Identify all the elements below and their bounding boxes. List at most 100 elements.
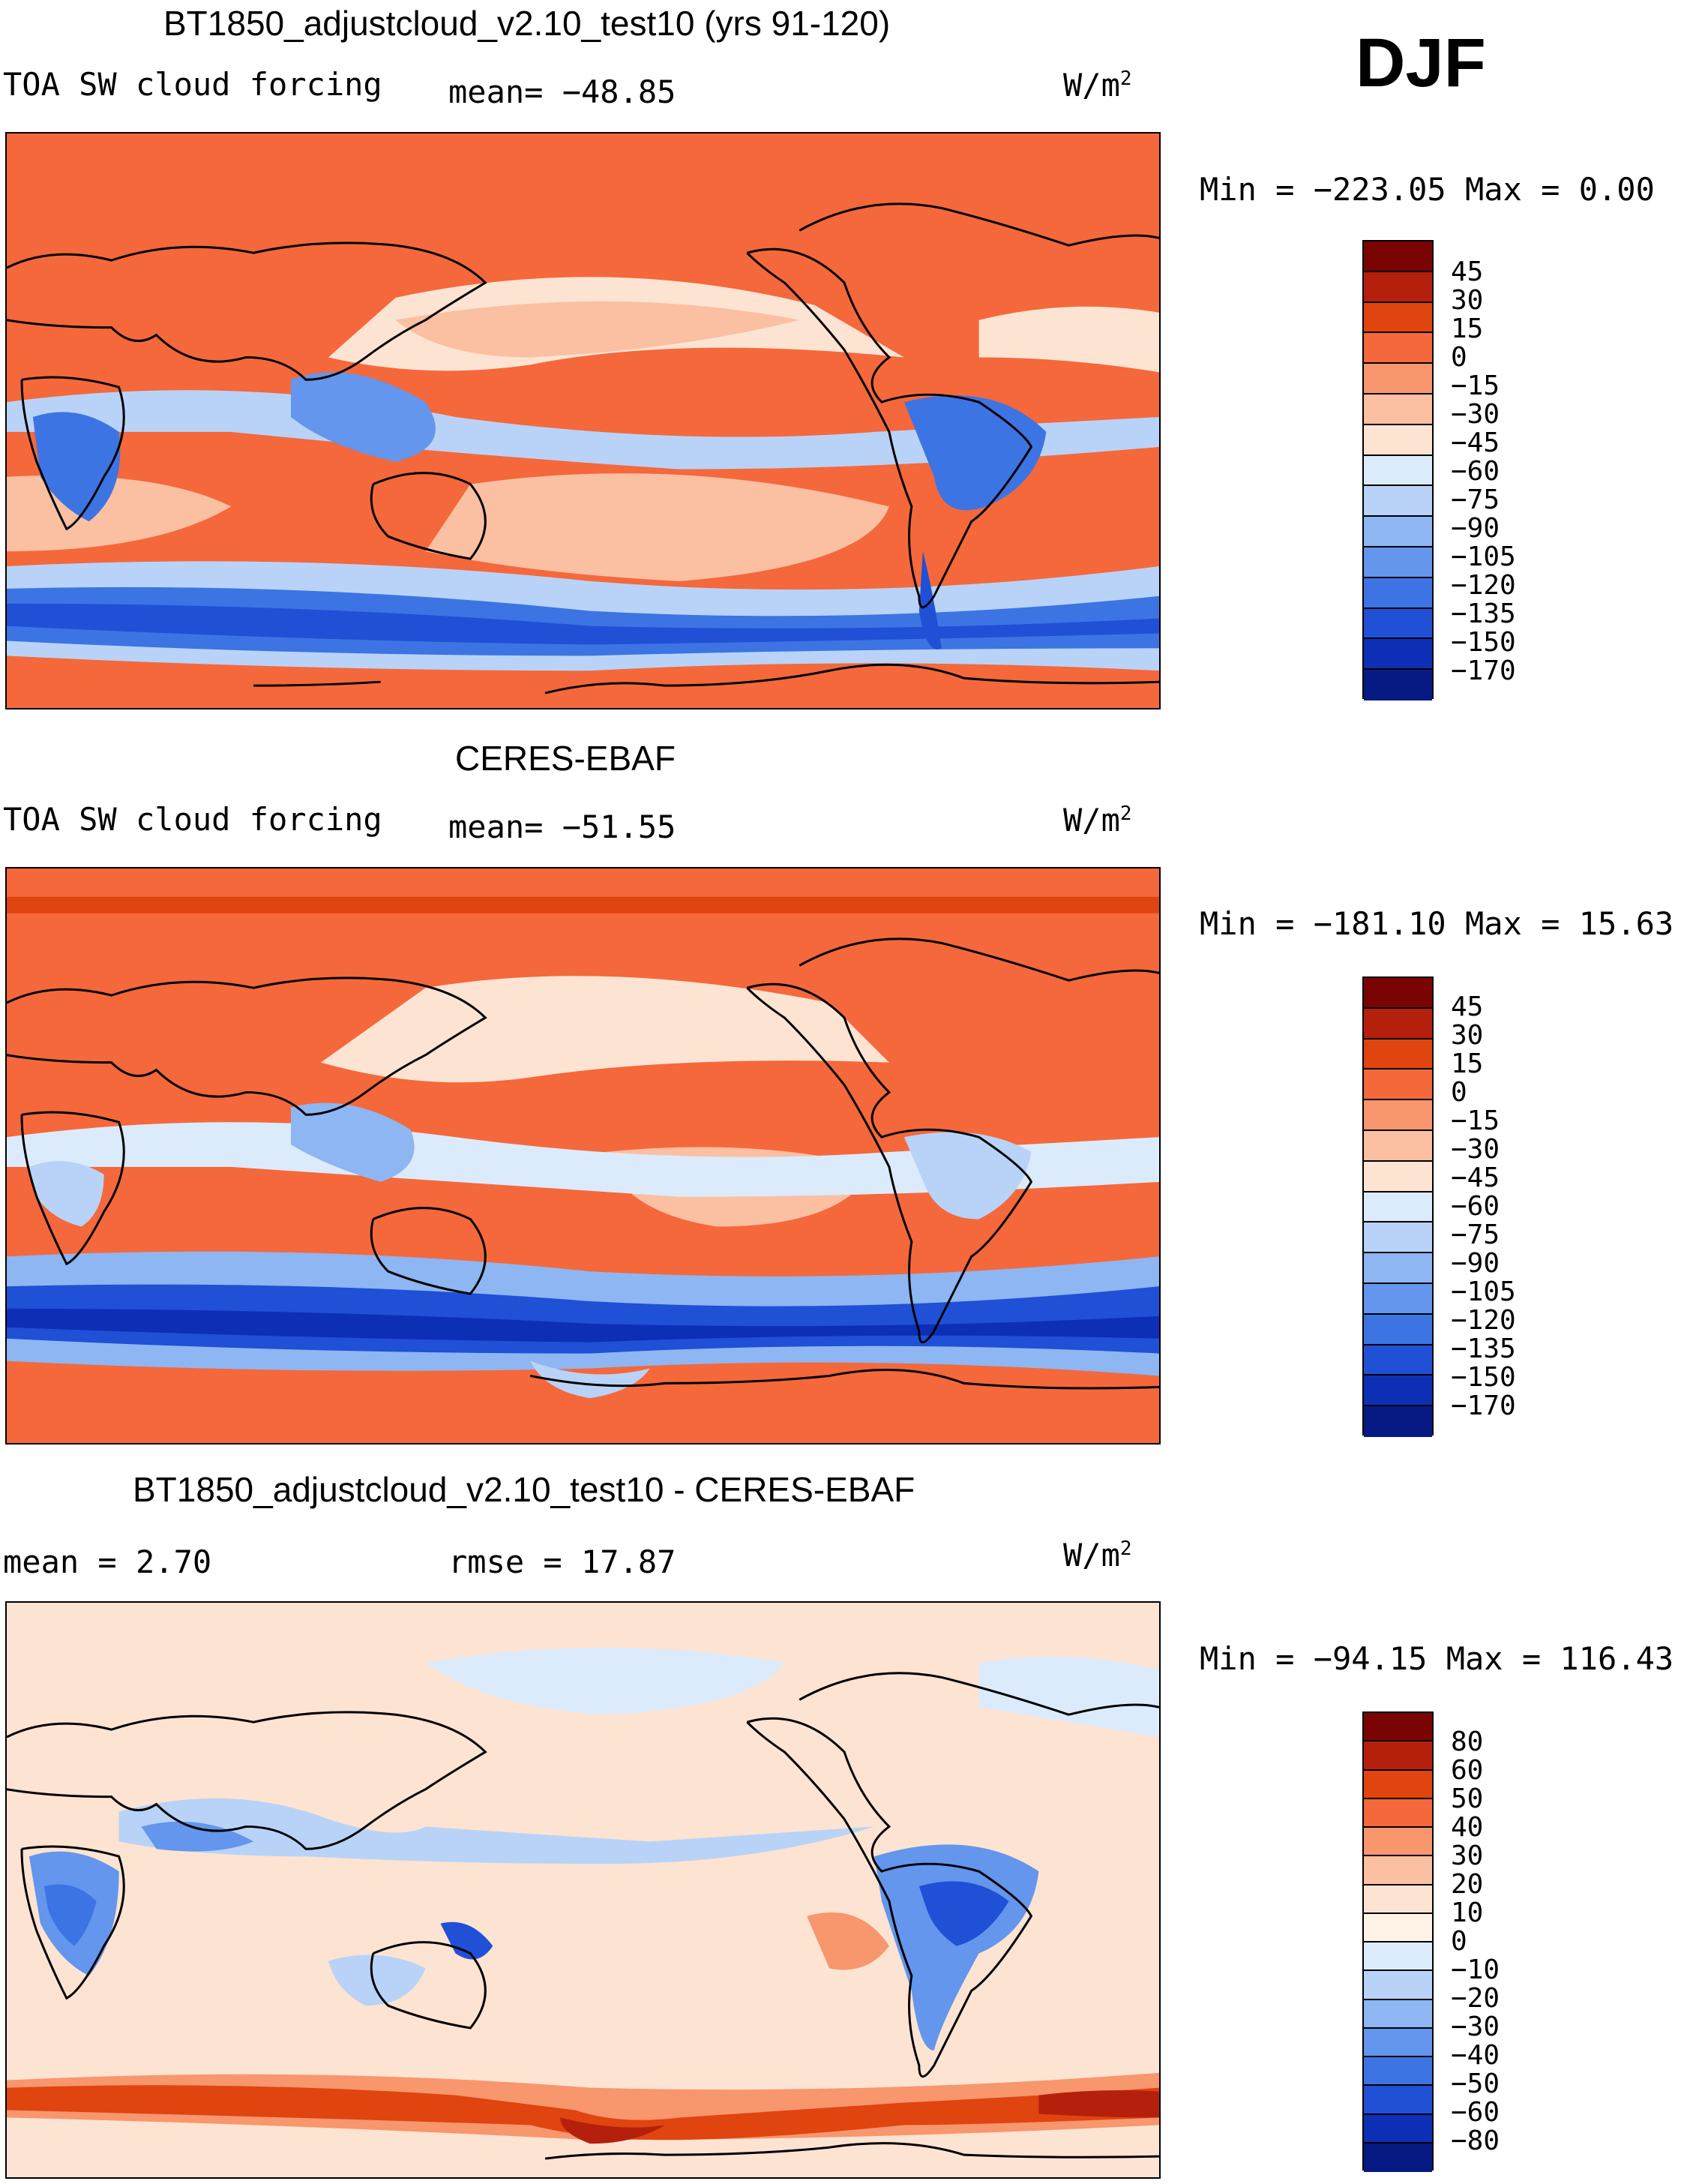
colorbar-label: −75 xyxy=(1451,484,1500,515)
colorbar-label: −105 xyxy=(1451,1276,1516,1307)
colorbar-swatch xyxy=(1364,578,1432,609)
panel3-rmse-label: rmse = 17.87 xyxy=(448,1544,676,1580)
colorbar-swatch xyxy=(1364,1742,1432,1771)
colorbar-swatch xyxy=(1364,1828,1432,1857)
panel3-minmax: Min = −94.15 Max = 116.43 xyxy=(1200,1640,1674,1677)
colorbar-swatch xyxy=(1364,1100,1432,1131)
colorbar-label: −135 xyxy=(1451,1334,1516,1364)
colorbar-swatch xyxy=(1364,1856,1432,1886)
colorbar-swatch xyxy=(1364,1222,1432,1254)
panel3-title: BT1850_adjustcloud_v2.10_test10 - CERES-… xyxy=(133,1470,915,1509)
colorbar-swatch xyxy=(1364,424,1432,456)
colorbar-swatch xyxy=(1364,1314,1432,1346)
colorbar-swatch xyxy=(1364,242,1432,272)
colorbar-swatch xyxy=(1364,1253,1432,1284)
panel3-map-svg xyxy=(7,1603,1159,2177)
colorbar-swatch xyxy=(1364,2143,1432,2172)
colorbar-label: 20 xyxy=(1451,1869,1484,1900)
panel3-units: W/m2 xyxy=(1063,1537,1132,1574)
colorbar-label: −20 xyxy=(1451,1983,1500,2014)
colorbar-label: −30 xyxy=(1451,2012,1500,2042)
panel2-minmax: Min = −181.10 Max = 15.63 xyxy=(1200,905,1674,942)
colorbar-label: 0 xyxy=(1451,342,1467,373)
colorbar-swatch xyxy=(1364,2028,1432,2057)
colorbar-swatch xyxy=(1364,1283,1432,1315)
panel2-colorbar xyxy=(1362,976,1434,1437)
colorbar-swatch xyxy=(1364,1798,1432,1828)
colorbar-swatch xyxy=(1364,1039,1432,1070)
colorbar-swatch xyxy=(1364,272,1432,303)
panel2-units: W/m2 xyxy=(1063,802,1132,838)
colorbar-label: 45 xyxy=(1451,256,1484,287)
colorbar-swatch xyxy=(1364,547,1432,578)
colorbar-swatch xyxy=(1364,2057,1432,2086)
colorbar-label: 30 xyxy=(1451,1840,1484,1871)
colorbar-label: 15 xyxy=(1451,1048,1484,1079)
season-label: DJF xyxy=(1356,25,1486,101)
colorbar-label: −135 xyxy=(1451,598,1516,629)
colorbar-swatch xyxy=(1364,455,1432,487)
colorbar-label: −10 xyxy=(1451,1954,1500,1985)
panel1-colorbar xyxy=(1362,240,1434,700)
colorbar-label: −90 xyxy=(1451,1248,1500,1279)
colorbar-label: 45 xyxy=(1451,992,1484,1022)
colorbar-swatch xyxy=(1364,2000,1432,2029)
panel2-map xyxy=(5,867,1161,1444)
colorbar-label: −15 xyxy=(1451,370,1500,401)
colorbar-label: −60 xyxy=(1451,2097,1500,2128)
colorbar-swatch xyxy=(1364,639,1432,670)
colorbar-label: −120 xyxy=(1451,1305,1516,1336)
colorbar-label: −60 xyxy=(1451,456,1500,487)
panel2-mean-label: mean= −51.55 xyxy=(448,808,676,845)
colorbar-swatch xyxy=(1364,1770,1432,1799)
colorbar-label: −90 xyxy=(1451,513,1500,544)
colorbar-label: −45 xyxy=(1451,1162,1500,1193)
panel2-variable-label: TOA SW cloud forcing xyxy=(3,801,382,838)
colorbar-swatch xyxy=(1364,486,1432,518)
colorbar-swatch xyxy=(1364,302,1432,334)
colorbar-label: −170 xyxy=(1451,1390,1516,1421)
colorbar-label: 80 xyxy=(1451,1726,1484,1757)
colorbar-label: 0 xyxy=(1451,1077,1467,1108)
panel1-units: W/m2 xyxy=(1063,67,1132,104)
panel1-variable-label: TOA SW cloud forcing xyxy=(3,66,382,103)
colorbar-swatch xyxy=(1364,1161,1432,1192)
colorbar-swatch xyxy=(1364,1885,1432,1914)
colorbar-label: 0 xyxy=(1451,1926,1467,1957)
colorbar-label: −45 xyxy=(1451,428,1500,458)
colorbar-label: −30 xyxy=(1451,1134,1500,1165)
colorbar-label: −120 xyxy=(1451,570,1516,601)
colorbar-swatch xyxy=(1364,1713,1432,1742)
colorbar-swatch xyxy=(1364,364,1432,394)
colorbar-swatch xyxy=(1364,1070,1432,1101)
colorbar-label: −40 xyxy=(1451,2040,1500,2071)
colorbar-swatch xyxy=(1364,1345,1432,1376)
colorbar-label: 15 xyxy=(1451,314,1484,344)
colorbar-swatch xyxy=(1364,1913,1432,1942)
colorbar-swatch xyxy=(1364,394,1432,425)
colorbar-label: −170 xyxy=(1451,656,1516,686)
panel1-map xyxy=(5,132,1161,710)
colorbar-swatch xyxy=(1364,670,1432,700)
colorbar-swatch xyxy=(1364,1008,1432,1040)
colorbar-swatch xyxy=(1364,1406,1432,1437)
colorbar-label: −105 xyxy=(1451,542,1516,572)
colorbar-label: −150 xyxy=(1451,1362,1516,1393)
panel2-title: CERES-EBAF xyxy=(455,739,676,778)
panel3-colorbar xyxy=(1362,1712,1434,2172)
colorbar-label: 10 xyxy=(1451,1898,1484,1928)
colorbar-swatch xyxy=(1364,1130,1432,1162)
colorbar-label: −80 xyxy=(1451,2126,1500,2156)
colorbar-label: −30 xyxy=(1451,399,1500,430)
colorbar-swatch xyxy=(1364,978,1432,1009)
colorbar-swatch xyxy=(1364,1192,1432,1223)
panel3-map xyxy=(5,1601,1161,2179)
colorbar-label: −15 xyxy=(1451,1106,1500,1136)
colorbar-swatch xyxy=(1364,608,1432,640)
colorbar-label: −150 xyxy=(1451,627,1516,658)
panel1-title: BT1850_adjustcloud_v2.10_test10 (yrs 91-… xyxy=(163,4,891,43)
colorbar-swatch xyxy=(1364,2086,1432,2115)
colorbar-swatch xyxy=(1364,1971,1432,2000)
panel3-mean-label: mean = 2.70 xyxy=(3,1544,212,1580)
colorbar-label: −75 xyxy=(1451,1220,1500,1250)
